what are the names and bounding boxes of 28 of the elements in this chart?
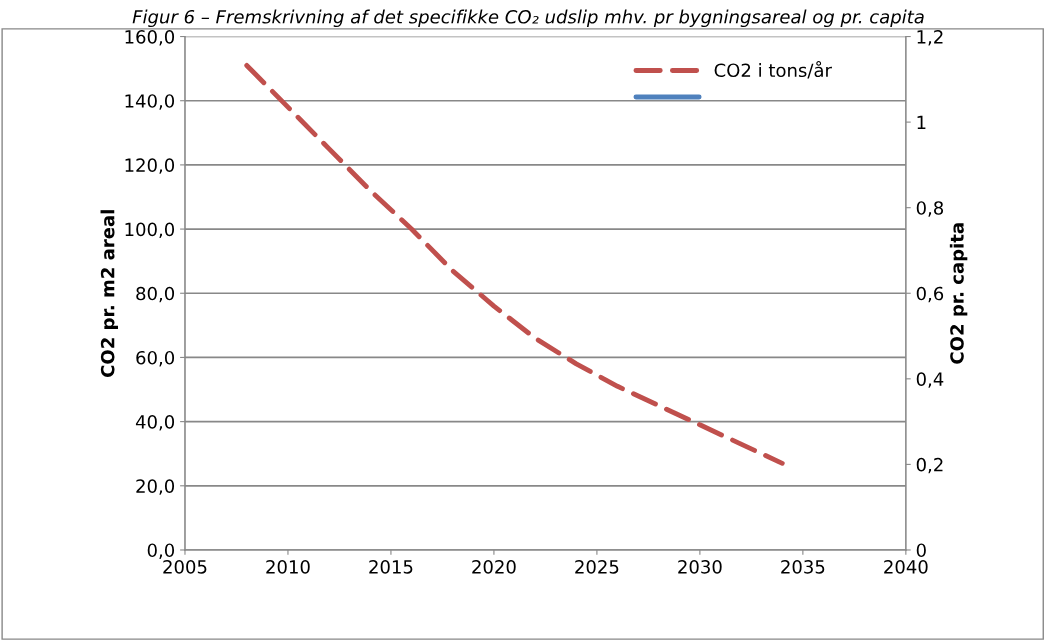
x-tick-label: 2010 [266, 560, 310, 574]
y-tick-label: 140,0 [125, 94, 175, 110]
x-tick-label: 2035 [781, 560, 825, 574]
y-tick-label: 100,0 [125, 222, 175, 239]
x-tick-label: 2020 [472, 560, 516, 574]
x-tick-label: 2015 [369, 560, 413, 574]
y-tick-label: 0,0 [147, 543, 175, 559]
y-tick-label: 40,0 [135, 415, 175, 431]
y-axis-title: CO2 pr. m2 areal [100, 210, 119, 377]
y2-tick-label: 0,4 [916, 372, 944, 388]
y2-tick-label: 0,2 [916, 457, 943, 474]
y2-tick-label: 0,6 [916, 286, 944, 303]
y2-tick-label: 0 [916, 543, 926, 558]
x-tick-label: 2030 [678, 560, 722, 574]
y-tick-label: 120,0 [125, 158, 175, 174]
y-tick-label: 160,0 [125, 30, 175, 46]
y-tick-label: 60,0 [136, 350, 175, 367]
x-tick-label: 2040 [884, 560, 928, 574]
y2-tick-label: 1 [917, 115, 926, 129]
y2-axis-title: CO2 pr. capita [949, 223, 968, 364]
y-tick-label: 20,0 [136, 479, 175, 495]
y2-tick-label: 0,8 [916, 201, 944, 217]
chart-title: Figur 6 – Fremskrivning af det specifikke CO₂ udslip mhv. pr bygningsareal og pr. capita [132, 9, 924, 28]
y2-tick-label: 1,2 [917, 30, 943, 46]
legend-label: CO2 i tons/år [714, 60, 832, 79]
y-tick-label: 80,0 [136, 286, 175, 303]
x-tick-label: 2025 [575, 560, 619, 574]
x-tick-label: 2005 [163, 560, 207, 574]
